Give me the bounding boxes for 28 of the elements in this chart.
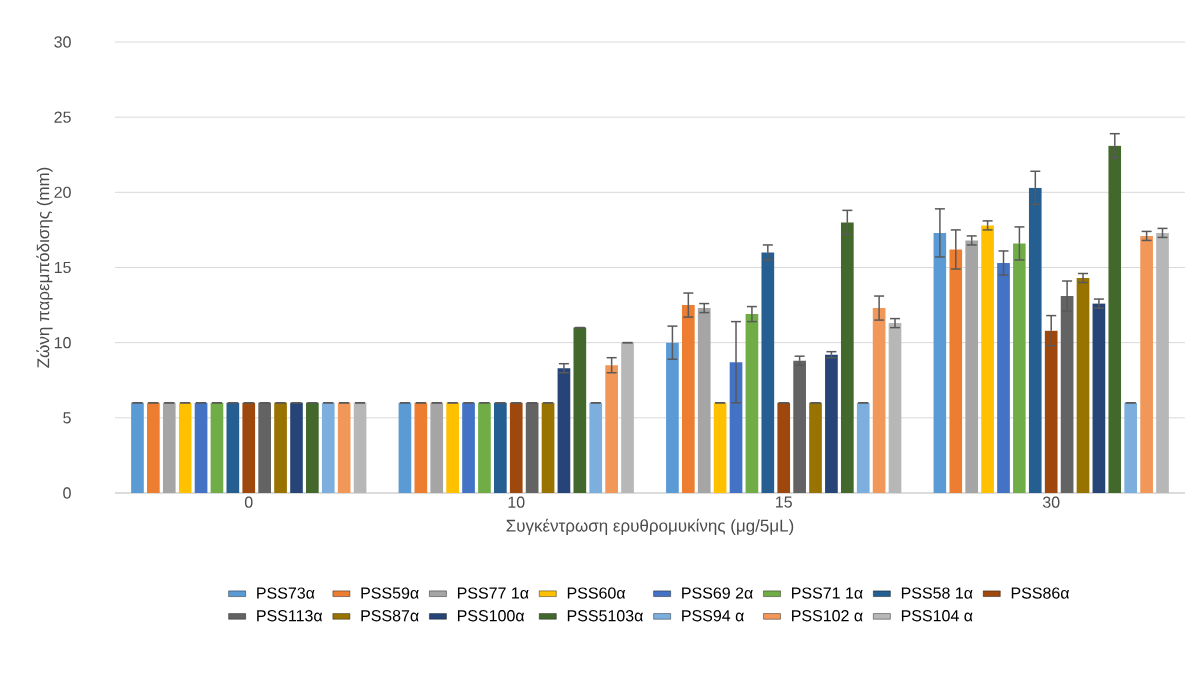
y-tick-label: 30 bbox=[54, 36, 71, 48]
legend-label: PSS87α bbox=[361, 610, 419, 622]
legend-label: PSS5103α bbox=[567, 610, 643, 622]
x-tick-label: 15 bbox=[776, 496, 792, 508]
y-tick-label: 25 bbox=[54, 111, 71, 123]
legend-label: PSS100α bbox=[457, 610, 525, 622]
legend-label: PSS60α bbox=[567, 587, 626, 599]
y-tick-label: 0 bbox=[63, 487, 71, 499]
x-tick-label: 30 bbox=[1042, 496, 1060, 508]
x-axis-title: Συγκέντρωση ερυθρομυκίνης (μg/5μL) bbox=[506, 518, 794, 536]
legend-label: PSS71 1α bbox=[792, 587, 863, 599]
legend-label: PSS113α bbox=[257, 610, 323, 622]
legend-label: PSS104 α bbox=[901, 610, 973, 622]
legend-label: PSS102 α bbox=[792, 610, 863, 622]
legend-label: PSS86α bbox=[1011, 587, 1070, 599]
y-axis-title: Ζώνη παρεμπόδισης (mm) bbox=[36, 167, 53, 368]
legend-label: PSS94 α bbox=[682, 610, 744, 622]
y-tick-label: 20 bbox=[54, 186, 71, 198]
legend-label: PSS58 1α bbox=[901, 587, 973, 599]
y-tick-label: 10 bbox=[54, 337, 71, 349]
y-tick-label: 15 bbox=[54, 261, 71, 274]
legend-label: PSS77 1α bbox=[457, 587, 529, 599]
legend-label: PSS69 2α bbox=[682, 587, 753, 599]
legend-label: PSS73α bbox=[257, 587, 315, 599]
legend-label: PSS59α bbox=[361, 587, 419, 599]
x-tick-label: 10 bbox=[508, 496, 525, 508]
y-tick-label: 5 bbox=[63, 412, 71, 424]
x-tick-label: 0 bbox=[244, 496, 253, 508]
